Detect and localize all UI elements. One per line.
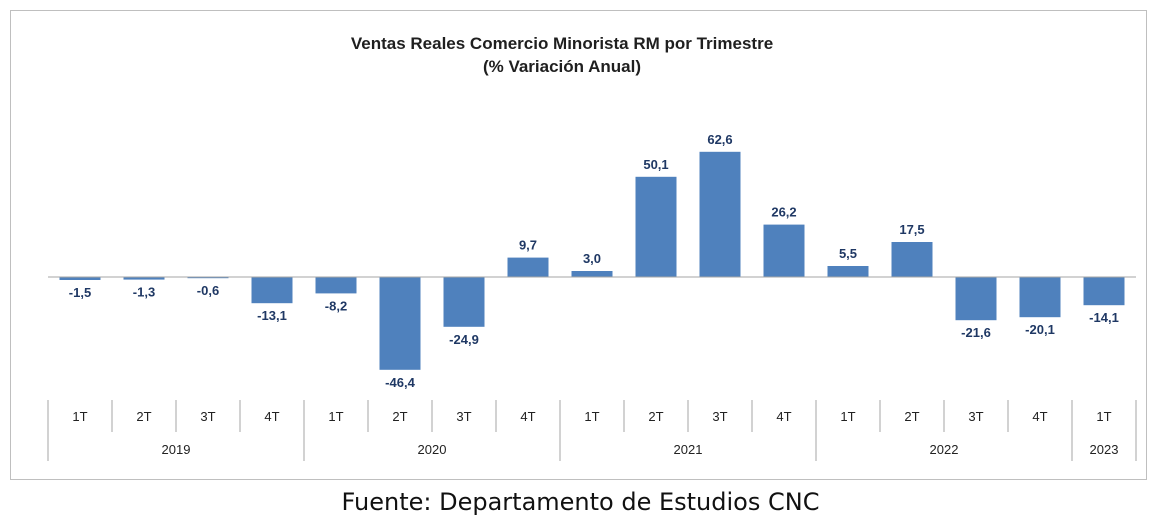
data-label-17: -14,1 bbox=[1089, 310, 1119, 325]
quarter-tick-label-13: 1T bbox=[840, 409, 855, 424]
bar-6 bbox=[379, 277, 421, 370]
bar-4 bbox=[251, 277, 293, 304]
quarter-tick-label-17: 1T bbox=[1096, 409, 1111, 424]
quarter-tick-label-6: 2T bbox=[392, 409, 407, 424]
quarter-tick-label-11: 3T bbox=[712, 409, 727, 424]
bar-9 bbox=[571, 271, 613, 277]
quarter-tick-label-12: 4T bbox=[776, 409, 791, 424]
quarter-tick-label-4: 4T bbox=[264, 409, 279, 424]
data-label-11: 62,6 bbox=[707, 132, 732, 147]
bar-17 bbox=[1083, 277, 1125, 306]
year-label-2020: 2020 bbox=[418, 442, 447, 457]
bar-8 bbox=[507, 257, 549, 277]
source-caption: Fuente: Departamento de Estudios CNC bbox=[341, 488, 820, 516]
bar-chart: Ventas Reales Comercio Minorista RM por … bbox=[47, 34, 1137, 461]
bar-1 bbox=[59, 277, 101, 280]
chart-frame: Ventas Reales Comercio Minorista RM por … bbox=[10, 10, 1147, 480]
data-label-6: -46,4 bbox=[385, 375, 415, 390]
data-label-10: 50,1 bbox=[643, 157, 668, 172]
chart-title: Ventas Reales Comercio Minorista RM por … bbox=[351, 34, 773, 76]
quarter-tick-label-3: 3T bbox=[200, 409, 215, 424]
quarter-tick-label-5: 1T bbox=[328, 409, 343, 424]
quarter-tick-label-16: 4T bbox=[1032, 409, 1047, 424]
bar-10 bbox=[635, 176, 677, 277]
data-label-12: 26,2 bbox=[771, 205, 796, 220]
year-label-2021: 2021 bbox=[674, 442, 703, 457]
quarter-tick-label-2: 2T bbox=[136, 409, 151, 424]
year-label-2023: 2023 bbox=[1090, 442, 1119, 457]
quarter-tick-label-8: 4T bbox=[520, 409, 535, 424]
quarter-tick-label-10: 2T bbox=[648, 409, 663, 424]
data-label-1: -1,5 bbox=[69, 285, 91, 300]
data-label-5: -8,2 bbox=[325, 298, 347, 313]
chart-title-line-1: Ventas Reales Comercio Minorista RM por … bbox=[351, 34, 773, 53]
year-label-2022: 2022 bbox=[930, 442, 959, 457]
quarter-tick-label-14: 2T bbox=[904, 409, 919, 424]
quarter-tick-label-1: 1T bbox=[72, 409, 87, 424]
data-label-9: 3,0 bbox=[583, 251, 601, 266]
chart-title-line-2: (% Variación Anual) bbox=[483, 57, 641, 76]
bar-7 bbox=[443, 277, 485, 327]
bar-13 bbox=[827, 266, 869, 277]
bar-12 bbox=[763, 224, 805, 277]
quarter-tick-label-9: 1T bbox=[584, 409, 599, 424]
bars bbox=[59, 151, 1125, 370]
quarter-tick-label-7: 3T bbox=[456, 409, 471, 424]
data-label-8: 9,7 bbox=[519, 238, 537, 253]
bar-16 bbox=[1019, 277, 1061, 318]
data-labels: -1,5 -1,3 -0,6 -13,1 -8,2 -46,4 -24,9 9,7 3,0 50,… bbox=[69, 132, 1119, 390]
data-label-16: -20,1 bbox=[1025, 322, 1055, 337]
year-label-2019: 2019 bbox=[162, 442, 191, 457]
data-label-15: -21,6 bbox=[961, 325, 991, 340]
data-label-13: 5,5 bbox=[839, 246, 857, 261]
data-label-14: 17,5 bbox=[899, 222, 924, 237]
bar-3 bbox=[187, 277, 229, 279]
data-label-4: -13,1 bbox=[257, 308, 287, 323]
data-label-2: -1,3 bbox=[133, 285, 155, 300]
bar-14 bbox=[891, 242, 933, 277]
bar-15 bbox=[955, 277, 997, 321]
bar-5 bbox=[315, 277, 357, 294]
data-label-7: -24,9 bbox=[449, 332, 479, 347]
quarter-tick-label-15: 3T bbox=[968, 409, 983, 424]
bar-11 bbox=[699, 151, 741, 277]
category-axis: 1T 2T 3T 4T 1T 2T 3T 4T 1T 2T 3T 4T 1T 2T 3T 4T 1T 2019 20… bbox=[47, 400, 1137, 461]
data-label-3: -0,6 bbox=[197, 283, 219, 298]
bar-2 bbox=[123, 277, 165, 280]
